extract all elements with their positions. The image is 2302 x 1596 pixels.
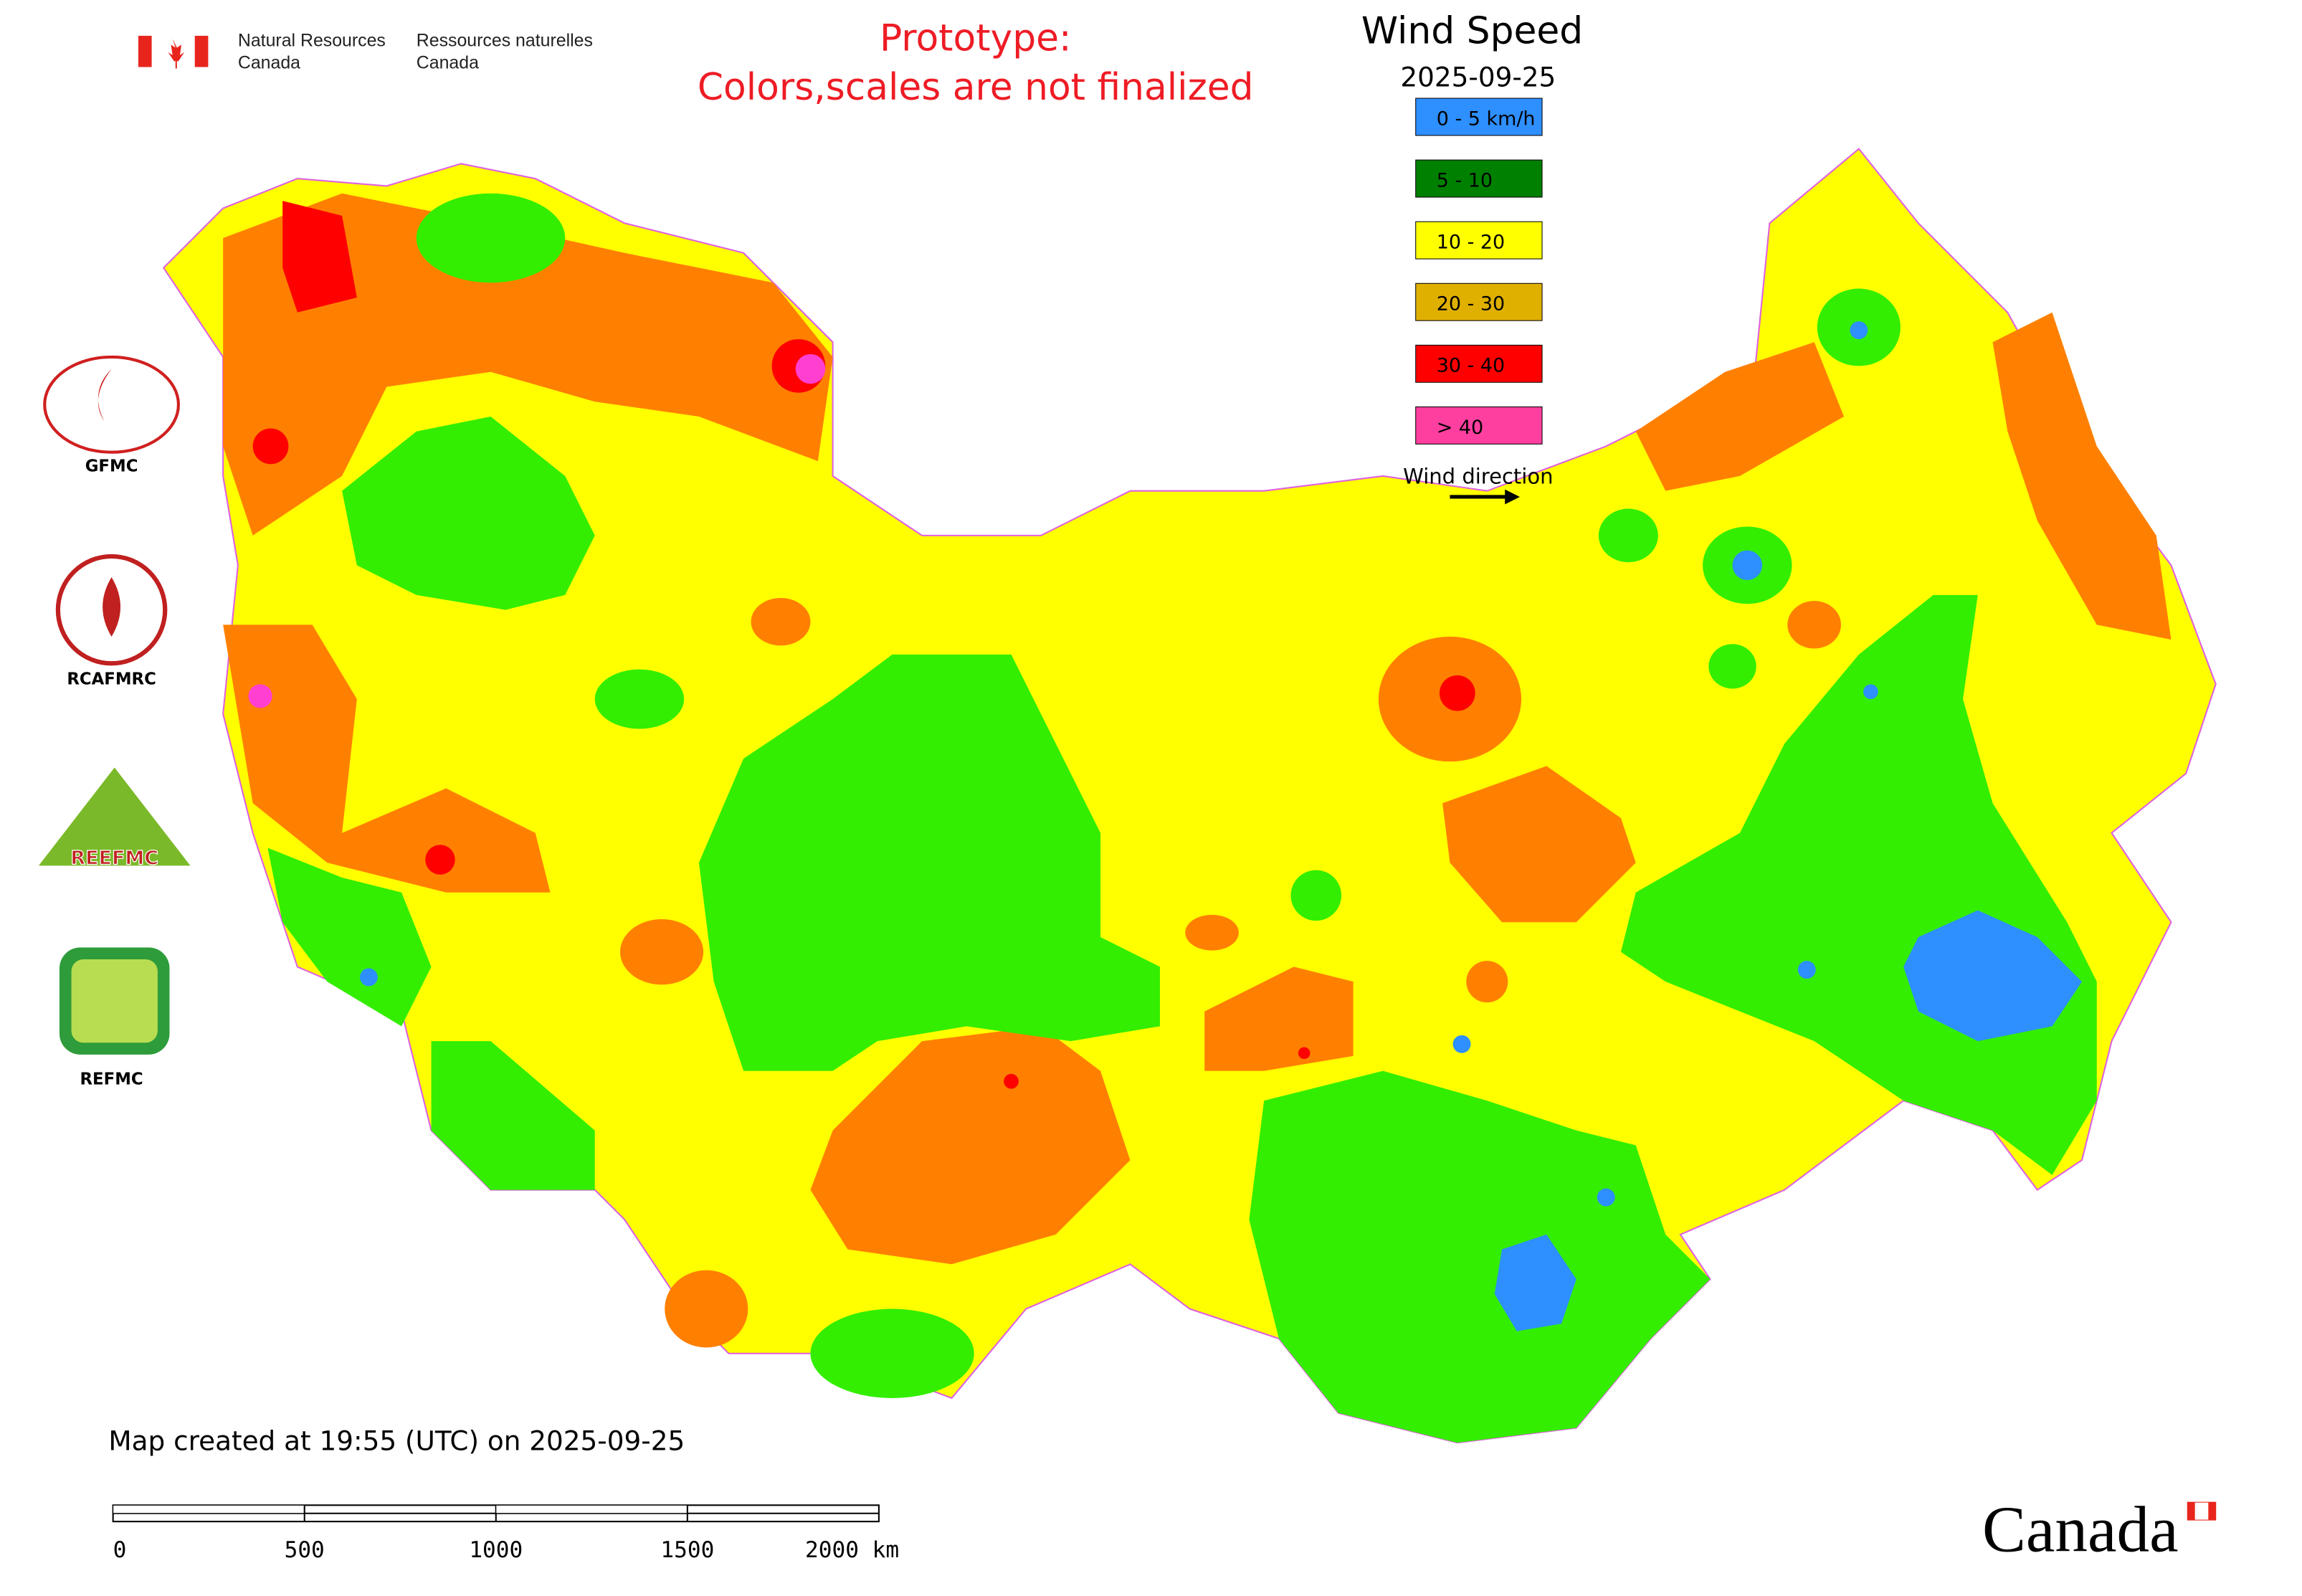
logo-label: GFMC [85,457,138,476]
legend-label: > 40 [1437,417,1483,439]
logo-label: REFMC [80,1070,143,1088]
wind-20-30 [223,193,2172,1348]
logo-rcafmrc [55,554,168,666]
scale-label: 2000 km [805,1537,899,1563]
legend-swatch [1415,406,1543,445]
legend-label: 30 - 40 [1437,355,1505,377]
logo-refmc-inner [71,959,158,1043]
legend: Wind Speed 2025-09-25 Wind direction 0 -… [1361,9,1583,505]
created-note: Map created at 19:55 (UTC) on 2025-09-25 [108,1425,685,1457]
canada-wordmark: Canada [1982,1493,2179,1566]
logos: GFMC RCAFMRC REEFMC REFMC [38,355,191,1088]
legend-swatch [1415,98,1543,136]
legend-title: Wind Speed [1361,9,1583,52]
agency-fr: Ressources naturelles [417,30,593,50]
scale-bar: 0 500 1000 1500 2000 km [112,1504,899,1563]
wordmark-flag-bar [2187,1502,2195,1521]
wordmark: Canada [1982,1493,2217,1566]
logo-flame [103,576,121,637]
scale-segment [495,1504,688,1514]
map [162,148,2217,1444]
gov-header: Natural Resources Canada Ressources natu… [138,30,593,73]
logo-label: RCAFMRC [67,670,156,688]
direction-arrow-head [1505,489,1520,505]
scale-label: 500 [285,1537,325,1563]
maple-leaf [168,39,185,69]
legend-swatch [1415,344,1543,383]
logo-label: REEFMC [70,847,158,869]
legend-swatch [1415,282,1543,321]
scale-label: 1000 [469,1537,523,1563]
legend-label: 5 - 10 [1437,169,1493,191]
wind-over-40 [248,353,826,708]
notice: Colors,scales are not finalized [698,66,1254,109]
agency-en: Natural Resources [238,30,386,50]
scale-label: 0 [113,1537,127,1563]
logo-reefmc [38,767,191,866]
flag-bar [194,35,209,67]
legend-label: 20 - 30 [1437,293,1505,315]
wind-0-5 [359,321,2083,1331]
legend-direction-label: Wind direction [1403,464,1553,488]
legend-label: 10 - 20 [1437,232,1505,254]
agency-fr: Canada [417,53,479,73]
legend-date: 2025-09-25 [1400,61,1556,92]
flag-bar [138,35,152,67]
scale-label: 1500 [660,1537,714,1563]
legend-label: 0 - 5 km/h [1437,108,1536,130]
logo-gfmc [43,355,180,454]
legend-swatch [1415,159,1543,198]
notice: Prototype: [880,17,1072,60]
legend-swatch [1415,221,1543,260]
scale-segment [113,1504,305,1514]
wordmark-flag-bar [2208,1502,2216,1521]
agency-en: Canada [238,53,300,73]
